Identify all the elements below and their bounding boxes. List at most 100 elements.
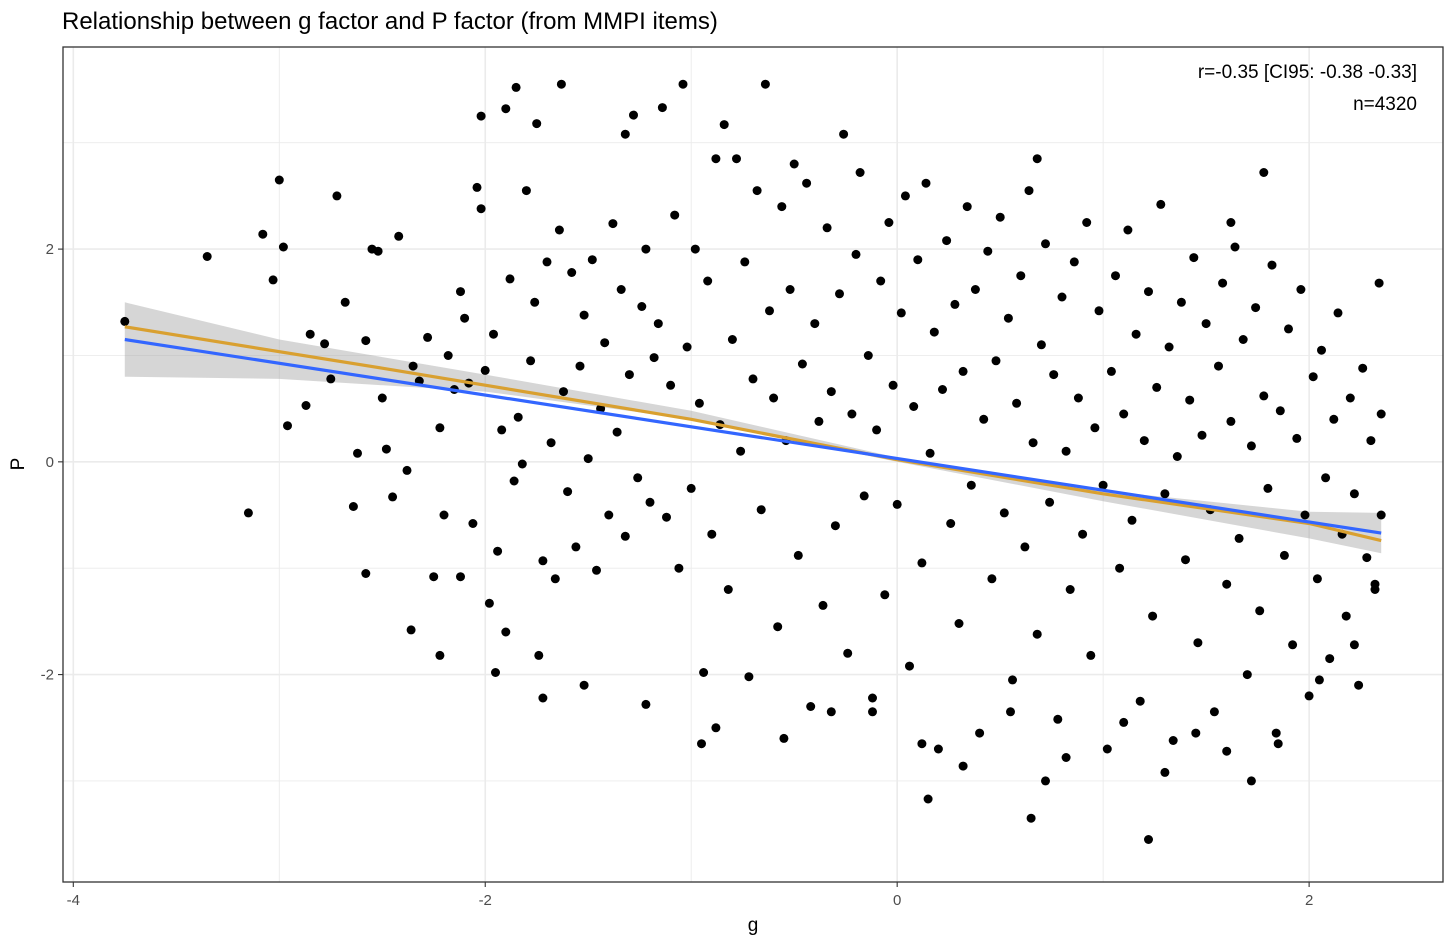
data-point: [1267, 260, 1277, 270]
data-point: [1024, 186, 1034, 196]
data-point: [876, 276, 886, 286]
data-point: [332, 191, 342, 201]
data-point: [744, 672, 754, 682]
data-point: [326, 374, 336, 384]
data-point: [1317, 345, 1326, 355]
data-point: [377, 393, 387, 403]
data-point: [340, 297, 350, 307]
data-point: [1119, 409, 1129, 419]
data-point: [484, 598, 494, 608]
data-point: [243, 508, 253, 518]
data-point: [546, 438, 556, 448]
data-point: [608, 219, 618, 229]
data-point: [1238, 335, 1248, 344]
data-point: [1020, 542, 1030, 552]
data-point: [600, 338, 610, 348]
y-tick-label: 2: [46, 241, 54, 258]
data-point: [1119, 717, 1129, 727]
data-point: [1314, 675, 1324, 685]
data-point: [1049, 370, 1059, 380]
data-point: [1234, 533, 1244, 543]
data-point: [1168, 736, 1178, 745]
data-point: [933, 744, 943, 754]
data-point: [1111, 271, 1120, 281]
data-point: [489, 329, 498, 339]
data-point: [497, 425, 507, 435]
data-point: [1032, 629, 1042, 639]
data-point: [662, 512, 671, 522]
data-point: [1329, 414, 1339, 424]
data-point: [1102, 744, 1112, 754]
data-point: [301, 401, 311, 410]
data-point: [884, 218, 894, 227]
data-point: [554, 225, 564, 235]
data-point: [711, 723, 721, 733]
data-point: [1006, 707, 1015, 717]
data-point: [760, 79, 770, 89]
data-point: [1259, 391, 1269, 401]
data-point: [1008, 675, 1017, 685]
data-point: [1135, 696, 1145, 706]
data-point: [443, 351, 453, 360]
data-point: [1376, 510, 1386, 520]
x-tick-label: 2: [1305, 892, 1313, 909]
data-point: [1292, 433, 1302, 443]
data-points: [120, 79, 1386, 844]
x-axis-title: g: [748, 915, 759, 936]
data-point: [501, 104, 511, 114]
data-point: [921, 178, 931, 188]
data-point: [1164, 342, 1174, 352]
sample-size-annotation: n=4320: [1353, 94, 1417, 115]
data-point: [1090, 423, 1100, 433]
data-point: [913, 255, 923, 265]
data-point: [1275, 406, 1285, 416]
data-point: [348, 502, 358, 511]
data-point: [765, 306, 774, 316]
data-point: [604, 510, 614, 520]
data-point: [859, 491, 869, 501]
data-point: [120, 316, 130, 326]
data-point: [1073, 393, 1083, 403]
data-point: [1374, 278, 1384, 288]
data-point: [472, 182, 482, 192]
data-point: [1086, 650, 1096, 660]
data-point: [970, 285, 980, 294]
data-point: [513, 412, 523, 422]
data-point: [633, 473, 643, 483]
data-point: [1123, 225, 1133, 235]
data-point: [423, 332, 433, 342]
data-point: [258, 229, 268, 239]
data-point: [942, 236, 952, 246]
data-point: [752, 186, 762, 196]
data-point: [1370, 579, 1380, 589]
data-point: [530, 297, 540, 307]
data-point: [1098, 480, 1108, 490]
data-point: [361, 336, 371, 346]
data-point: [917, 739, 927, 749]
data-point: [511, 82, 521, 92]
data-point: [983, 246, 993, 256]
data-point: [814, 416, 824, 426]
data-point: [505, 274, 515, 284]
data-point: [381, 444, 391, 454]
y-tick-label: -2: [41, 667, 54, 684]
data-point: [1263, 483, 1273, 493]
data-point: [538, 693, 548, 703]
data-point: [1222, 746, 1232, 756]
data-point: [818, 600, 828, 610]
data-point: [1296, 285, 1306, 294]
data-point: [892, 499, 902, 509]
data-point: [1185, 395, 1195, 405]
data-point: [587, 255, 597, 265]
data-point: [1300, 510, 1310, 520]
data-point: [785, 285, 795, 294]
data-point: [991, 356, 1001, 366]
data-point: [1069, 257, 1079, 267]
data-point: [1032, 154, 1042, 164]
data-point: [966, 480, 976, 490]
data-point: [571, 542, 581, 552]
data-point: [1016, 271, 1026, 281]
data-point: [666, 380, 676, 390]
data-point: [521, 186, 531, 196]
data-point: [641, 244, 651, 254]
